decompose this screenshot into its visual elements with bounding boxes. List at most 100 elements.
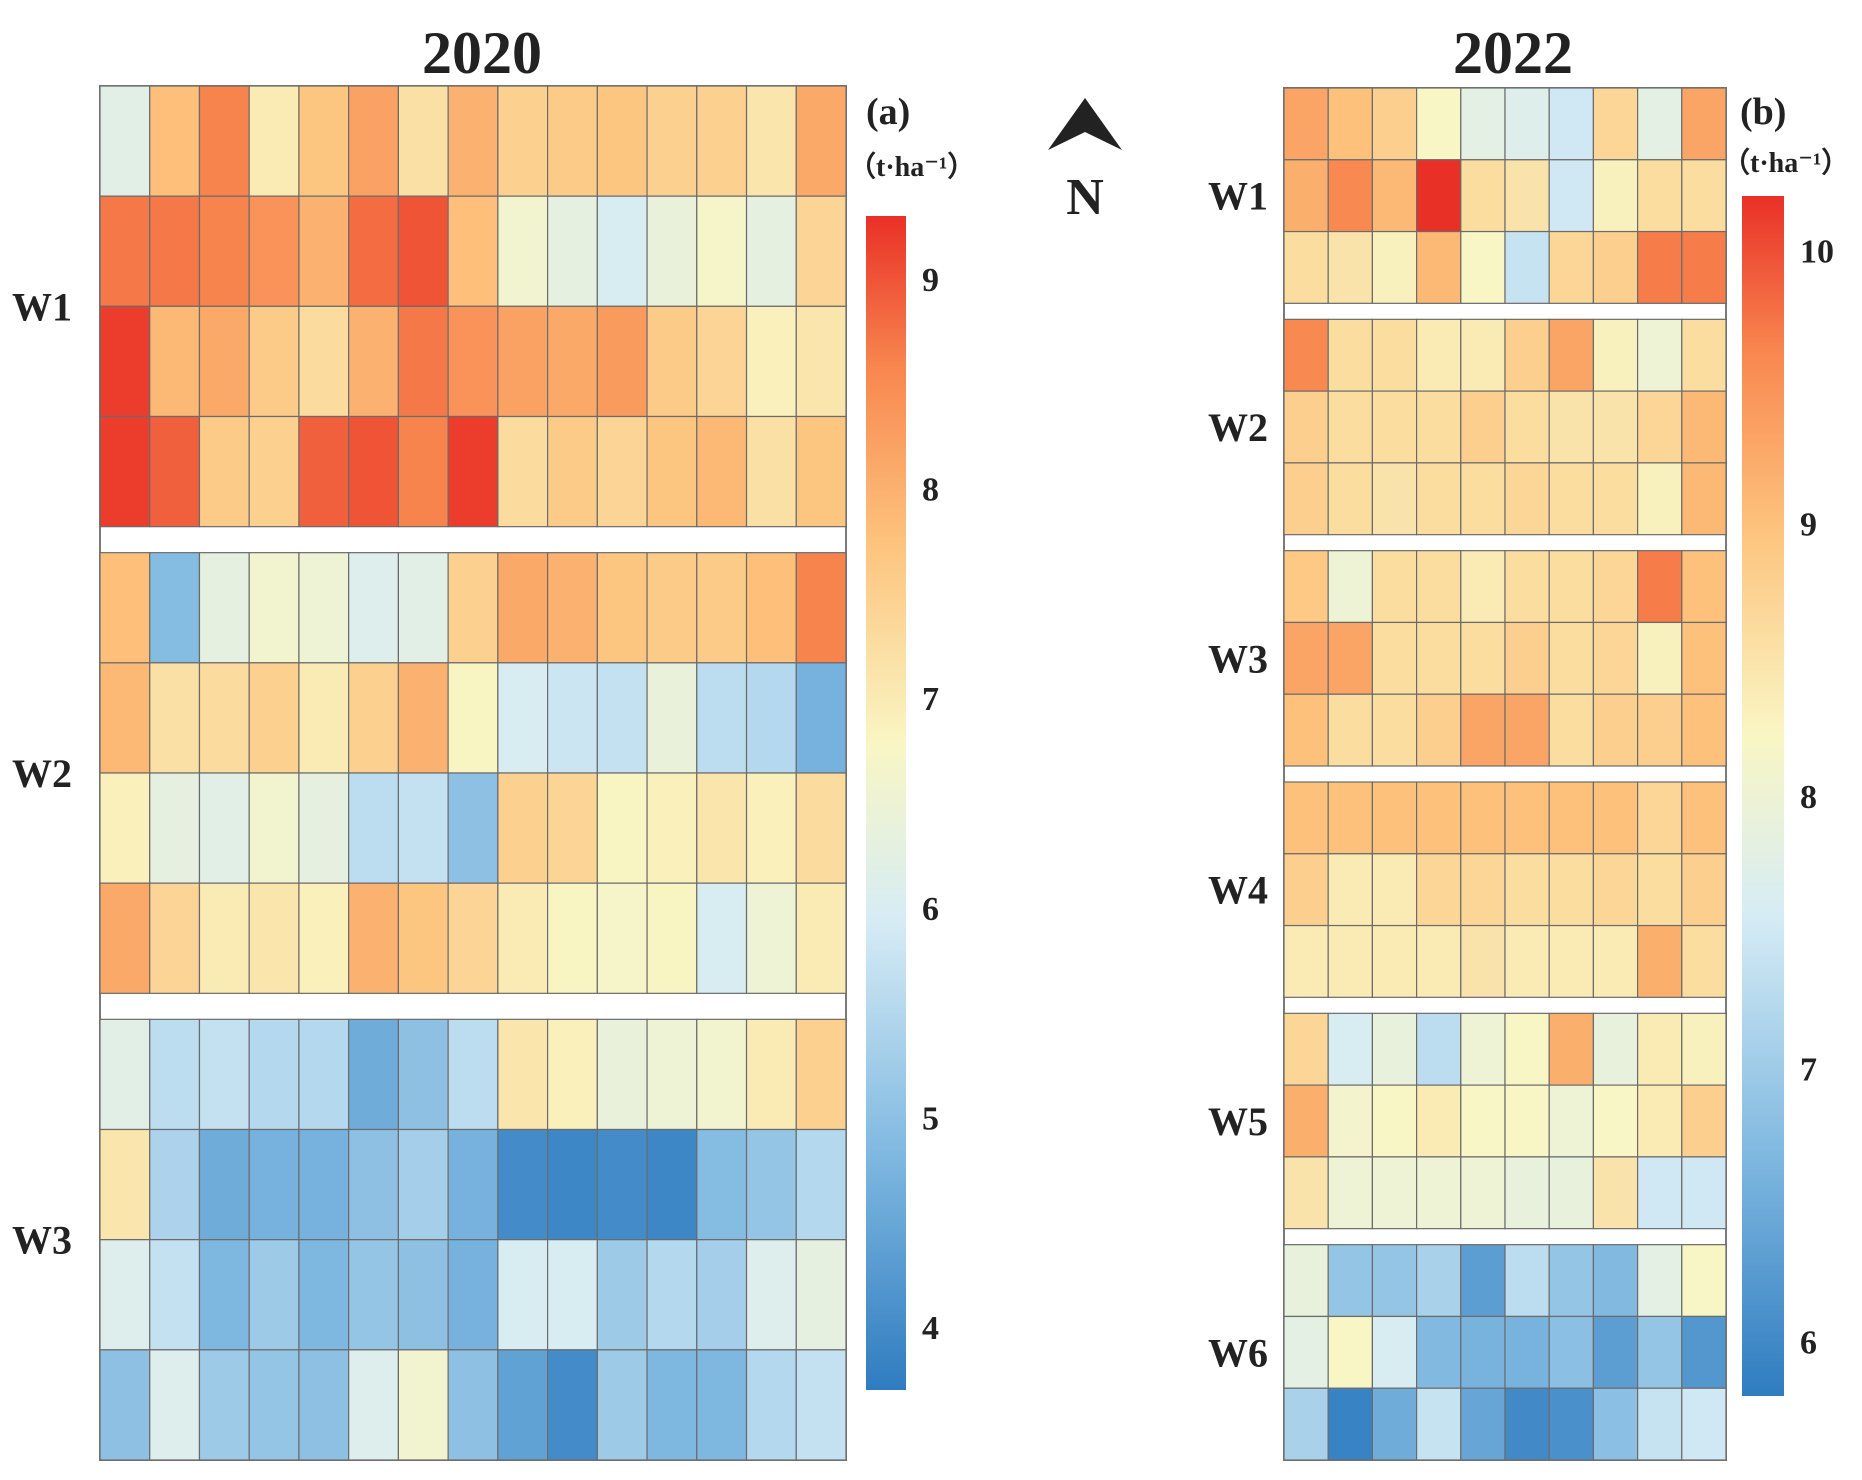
heatmap-cell xyxy=(1504,462,1550,536)
panel-2020: 2020 W1 W2 W3 (a) （t·ha⁻¹） 4 5 6 7 8 9 xyxy=(12,20,975,1461)
heatmap-cell xyxy=(1415,230,1462,304)
heatmap-cell xyxy=(1592,1387,1639,1461)
heatmap-cell xyxy=(1283,621,1329,695)
heatmap-cell xyxy=(1371,462,1418,536)
heatmap-cell xyxy=(348,85,399,197)
heatmap-cell xyxy=(795,1128,847,1241)
heatmap-cell xyxy=(1327,853,1373,927)
heatmap-cell xyxy=(1460,1387,1506,1461)
heatmap-cell xyxy=(795,1239,847,1351)
heatmap-cell xyxy=(248,85,300,197)
heatmap-cell xyxy=(1283,1244,1329,1318)
heatmap-cell xyxy=(1592,550,1639,624)
heatmap-cell xyxy=(1504,1244,1550,1318)
heatmap-cell xyxy=(149,662,201,774)
heatmap-cell xyxy=(1592,390,1639,464)
heatmap-cell xyxy=(745,305,797,418)
heatmap-cell xyxy=(1681,1084,1727,1158)
heatmap-cell xyxy=(1504,621,1550,695)
unit-label-a: （t·ha⁻¹） xyxy=(848,150,975,183)
heatmap-cell xyxy=(1460,550,1506,624)
heatmap-cell xyxy=(596,662,648,774)
heatmap-cell xyxy=(1283,390,1329,464)
heatmap-cell xyxy=(1592,230,1639,304)
heatmap-cell xyxy=(397,662,449,774)
heatmap-cell xyxy=(397,415,449,528)
heatmap-cell xyxy=(1415,318,1462,392)
heatmap-cell xyxy=(596,1018,648,1131)
heatmap-cell xyxy=(1592,853,1639,927)
heatmap-cell xyxy=(497,772,549,884)
heatmap-cell xyxy=(1548,781,1594,855)
heatmap-cell xyxy=(348,1239,399,1351)
heatmap-cell xyxy=(1283,1012,1329,1086)
colorbar-tick-label: 7 xyxy=(1800,1052,1817,1089)
heatmap-cell xyxy=(795,305,847,418)
heatmap-cell xyxy=(1283,693,1329,767)
heatmap-cell xyxy=(1681,853,1727,927)
heatmap-cell xyxy=(1415,1387,1462,1461)
heatmap-cell xyxy=(546,1349,598,1461)
colorbar-tick-label: 4 xyxy=(922,1310,939,1347)
heatmap-cell xyxy=(149,305,201,418)
heatmap-cell xyxy=(1548,159,1594,233)
colorbar-tick-label: 9 xyxy=(922,262,939,299)
heatmap-cell xyxy=(1681,924,1727,998)
heatmap-cell xyxy=(646,305,698,418)
heatmap-cell xyxy=(1283,462,1329,536)
heatmap-cell xyxy=(1548,390,1594,464)
heatmap-cell xyxy=(745,1018,797,1131)
heatmap-cell xyxy=(1371,1387,1418,1461)
heatmap-cell xyxy=(1327,550,1373,624)
heatmap-cell xyxy=(795,1349,847,1461)
heatmap-cell xyxy=(1460,318,1506,392)
heatmap-cell xyxy=(1371,693,1418,767)
heatmap-cell xyxy=(149,1018,201,1131)
group-label-w1: W1 xyxy=(12,284,72,329)
heatmap-cell xyxy=(1548,1315,1594,1389)
heatmap-cell xyxy=(596,85,648,197)
heatmap-cell xyxy=(596,1239,648,1351)
heatmap-cell xyxy=(1504,230,1550,304)
heatmap-cell xyxy=(397,1239,449,1351)
heatmap-cell xyxy=(795,552,847,664)
heatmap-cell xyxy=(99,1018,151,1131)
heatmap-cell xyxy=(1681,1156,1727,1230)
heatmap-cell xyxy=(1548,462,1594,536)
heatmap-cell xyxy=(497,1349,549,1461)
heatmap-cell xyxy=(198,1128,250,1241)
north-label: N xyxy=(1066,169,1104,226)
heatmap-cell xyxy=(298,1018,350,1131)
heatmap-cell xyxy=(696,882,748,994)
heatmap-cell xyxy=(1415,693,1462,767)
heatmap-cell xyxy=(1592,87,1639,161)
heatmap-cell xyxy=(1681,1244,1727,1318)
heatmap-cell xyxy=(348,552,399,664)
heatmap-cell xyxy=(497,85,549,197)
heatmap-cell xyxy=(298,85,350,197)
heatmap-cell xyxy=(1636,621,1683,695)
heatmap-cell xyxy=(1460,390,1506,464)
heatmap-cell xyxy=(1327,159,1373,233)
heatmap-cell xyxy=(248,662,300,774)
colorbar-ticks-2022: 6 7 8 9 10 xyxy=(1800,234,1834,1362)
colorbar-tick-label: 7 xyxy=(922,681,939,718)
heatmap-cell xyxy=(745,1239,797,1351)
heatmap-cell xyxy=(696,772,748,884)
heatmap-cell xyxy=(99,772,151,884)
heatmap-cell xyxy=(795,772,847,884)
heatmap-cell xyxy=(546,415,598,528)
heatmap-cell xyxy=(745,1349,797,1461)
heatmap-cell xyxy=(1327,781,1373,855)
heatmap-cell xyxy=(397,1349,449,1461)
heatmap-cell xyxy=(149,1128,201,1241)
heatmap-cell xyxy=(596,882,648,994)
heatmap-cell xyxy=(447,882,499,994)
heatmap-cell xyxy=(1460,1244,1506,1318)
group-label-w3: W3 xyxy=(12,1218,72,1263)
heatmap-cell xyxy=(149,772,201,884)
heatmap-cell xyxy=(1283,159,1329,233)
heatmap-cell xyxy=(1460,1315,1506,1389)
colorbar-tick-label: 9 xyxy=(1800,506,1817,543)
heatmap-cell xyxy=(99,305,151,418)
